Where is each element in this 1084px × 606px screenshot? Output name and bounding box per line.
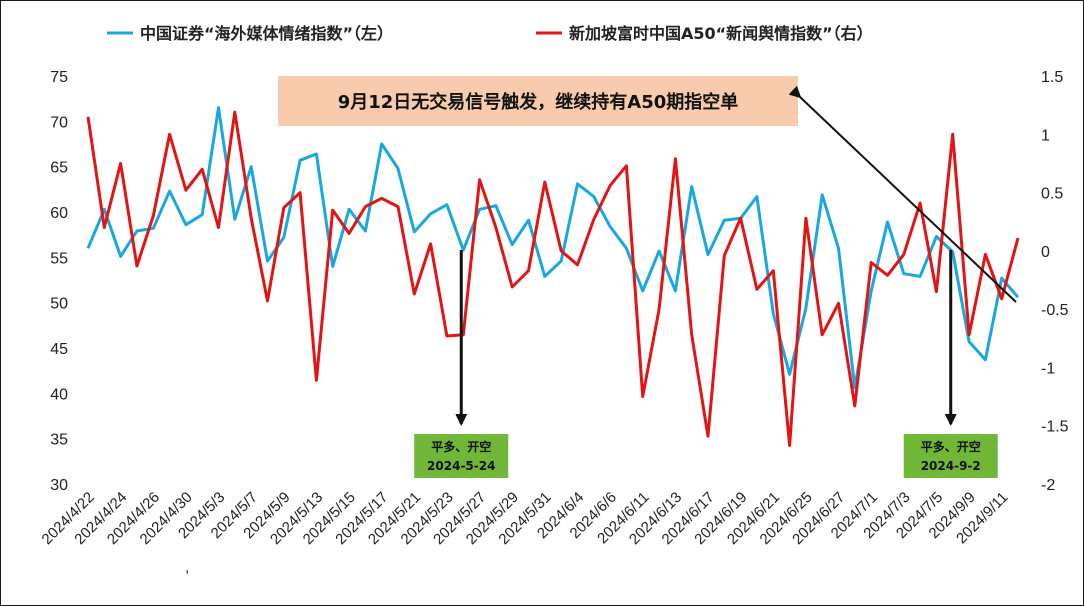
signal-box <box>414 434 509 478</box>
y-left-tick-label: 45 <box>50 341 68 358</box>
y-right-tick-label: 0 <box>1041 244 1050 261</box>
y-axis-left: 30 35 40 45 50 55 60 65 70 75 <box>50 69 68 494</box>
headline-annotation: 9月12日无交易信号触发，继续持有A50期指空单 <box>278 76 798 126</box>
y-right-tick-label: -2 <box>1041 477 1055 494</box>
y-left-tick-label: 60 <box>50 205 68 222</box>
signal-box-action: 平多、开空 <box>921 439 981 454</box>
signal-box-action: 平多、开空 <box>431 439 491 454</box>
x-axis: 2024/4/222024/4/242024/4/262024/4/302024… <box>39 489 1012 576</box>
x-tick-stray-mark: , <box>185 559 189 576</box>
signal-layer: 平多、开空 2024-5-24 平多、开空 2024-9-2 <box>414 250 998 478</box>
headline-box <box>278 76 798 126</box>
y-axis-right: -2 -1.5 -1 -0.5 0 0.5 1 1.5 <box>1041 69 1069 494</box>
y-right-tick-label: -1.5 <box>1041 419 1069 436</box>
y-right-tick-label: -1 <box>1041 360 1055 377</box>
y-right-tick-label: 0.5 <box>1041 186 1063 203</box>
headline-text: 9月12日无交易信号触发，继续持有A50期指空单 <box>338 91 739 113</box>
y-left-tick-label: 70 <box>50 114 68 131</box>
legend: 中国证券“海外媒体情绪指数”（左） 新加坡富时中国A50“新闻舆情指数”（右） <box>107 24 873 43</box>
y-right-tick-label: -0.5 <box>1041 302 1069 319</box>
headline-arrow <box>788 85 1017 303</box>
y-left-tick-label: 40 <box>50 386 68 403</box>
y-left-tick-label: 55 <box>50 250 68 267</box>
legend-label-left-series: 中国证券“海外媒体情绪指数”（左） <box>140 24 393 43</box>
y-left-tick-label: 65 <box>50 160 68 177</box>
y-left-tick-label: 50 <box>50 296 68 313</box>
series-line-left <box>86 106 1020 390</box>
y-right-tick-label: 1.5 <box>1041 69 1063 86</box>
signal-box-date: 2024-5-24 <box>427 459 495 473</box>
y-right-tick-label: 1 <box>1041 127 1050 144</box>
signal-box <box>903 434 998 478</box>
series-line-right <box>86 110 1020 447</box>
signal-box-date: 2024-9-2 <box>921 459 981 473</box>
y-left-tick-label: 30 <box>50 477 68 494</box>
legend-label-right-series: 新加坡富时中国A50“新闻舆情指数”（右） <box>569 24 873 43</box>
series-layer <box>86 106 1020 447</box>
y-left-tick-label: 35 <box>50 432 68 449</box>
y-left-tick-label: 75 <box>50 69 68 86</box>
